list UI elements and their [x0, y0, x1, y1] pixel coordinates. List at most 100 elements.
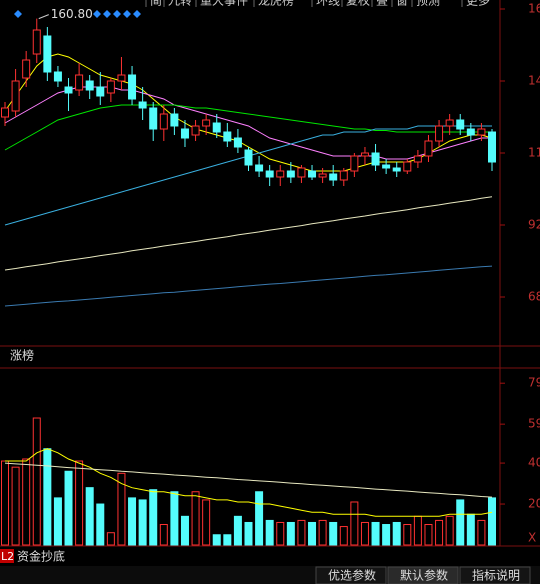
tab[interactable]: 默认参数	[400, 568, 448, 583]
tab-bg	[387, 566, 459, 584]
toolbar-item[interactable]: 更多	[466, 0, 490, 8]
volume-bar	[32, 417, 41, 546]
y-tick-label: 20	[528, 497, 540, 511]
candle-body	[382, 164, 391, 169]
candle-body	[286, 170, 295, 178]
volume-bar	[159, 524, 168, 546]
candle-body	[466, 128, 475, 136]
volume-bar	[43, 448, 52, 546]
moving-average	[5, 448, 493, 517]
toolbar-item[interactable]: 重大事件	[200, 0, 248, 8]
candle-body	[360, 152, 369, 157]
candle-body	[297, 167, 306, 178]
volume-bar	[85, 487, 94, 546]
volume-bar	[64, 470, 73, 546]
candle-body	[424, 140, 433, 157]
candle-body	[117, 74, 126, 82]
marker	[123, 10, 131, 18]
candle-body	[265, 170, 274, 178]
toolbar-item[interactable]: 叠	[376, 0, 388, 8]
candle-body	[32, 29, 41, 55]
volume-bar	[371, 521, 380, 546]
volume-bar	[276, 521, 285, 546]
candle-body	[276, 170, 285, 178]
volume-bar	[170, 491, 179, 546]
marker	[14, 10, 22, 18]
marker	[93, 10, 101, 18]
toolbar-item[interactable]: 九转	[168, 0, 192, 8]
high-label: 160.80	[51, 7, 93, 21]
volume-bar	[350, 501, 359, 546]
volume-bar	[339, 526, 348, 546]
y-tick-label: 11	[528, 146, 540, 160]
y-tick-label: 40	[528, 456, 540, 470]
volume-bar	[11, 466, 20, 546]
candle-body	[170, 113, 179, 127]
candle-body	[96, 86, 105, 97]
candle-body	[1, 107, 9, 118]
volume-bar	[53, 497, 62, 546]
marker	[113, 10, 121, 18]
candle-body	[138, 101, 147, 109]
toolbar-item[interactable]: 环线	[316, 0, 340, 8]
y-tick-label: 14	[528, 74, 540, 88]
moving-average	[4, 265, 493, 307]
volume-bar	[128, 497, 137, 546]
tab-bg	[315, 566, 387, 584]
volume-bar	[318, 519, 327, 546]
candle-body	[456, 119, 465, 130]
volume-bar	[297, 519, 306, 546]
volume-bar	[22, 458, 31, 546]
volume-bar	[435, 519, 444, 546]
volume-bar	[488, 497, 496, 546]
candle-body	[435, 125, 444, 142]
toolbar-item[interactable]: 预测	[416, 0, 440, 8]
indicator-name[interactable]: 资金抄底	[17, 549, 65, 564]
moving-average	[4, 462, 493, 498]
volume-bar	[403, 524, 412, 546]
candle-body	[64, 86, 73, 94]
volume-bar	[233, 515, 242, 546]
tab[interactable]: 指标说明	[472, 568, 520, 583]
candle-body	[149, 107, 158, 130]
unit-label: X	[528, 531, 536, 545]
candle-body	[106, 80, 115, 94]
candle-body	[488, 131, 496, 163]
volume-bar	[117, 472, 126, 546]
volume-bar	[223, 534, 232, 546]
badge-bg	[0, 549, 14, 563]
moving-average	[4, 104, 492, 151]
y-tick-label: 16	[528, 2, 540, 16]
volume-bar	[265, 519, 274, 546]
candle-body	[53, 71, 62, 82]
event-markers	[14, 10, 141, 18]
y-tick-label: 68	[528, 290, 540, 304]
candle-body	[85, 80, 94, 91]
toolbar-item[interactable]: 龙虎榜	[258, 0, 294, 8]
tab[interactable]: 优选参数	[328, 568, 376, 583]
volume-bar	[75, 460, 84, 546]
candle-body	[159, 113, 168, 130]
volume-bar	[392, 521, 401, 546]
candle-body	[413, 155, 422, 163]
candle-body	[233, 137, 242, 148]
toolbar-item[interactable]: 简	[150, 0, 162, 8]
candle-body	[202, 119, 211, 127]
toolbar-item[interactable]: 复权	[346, 0, 370, 8]
volume-bar	[360, 521, 369, 546]
volume-bar	[477, 519, 486, 546]
volume-bar	[244, 521, 253, 546]
tab-bar	[0, 566, 540, 584]
volume-bar	[191, 491, 200, 546]
candle-body	[308, 170, 317, 178]
candle-body	[403, 161, 412, 172]
toolbar-item[interactable]: 窗	[396, 0, 408, 8]
y-tick-label: 92	[528, 218, 540, 232]
candle-body	[43, 35, 52, 73]
panel-label: 涨榜	[10, 348, 34, 363]
volume-bar	[456, 499, 465, 546]
candle-body	[212, 122, 221, 133]
moving-average	[4, 196, 493, 271]
volume-bar	[106, 532, 115, 546]
